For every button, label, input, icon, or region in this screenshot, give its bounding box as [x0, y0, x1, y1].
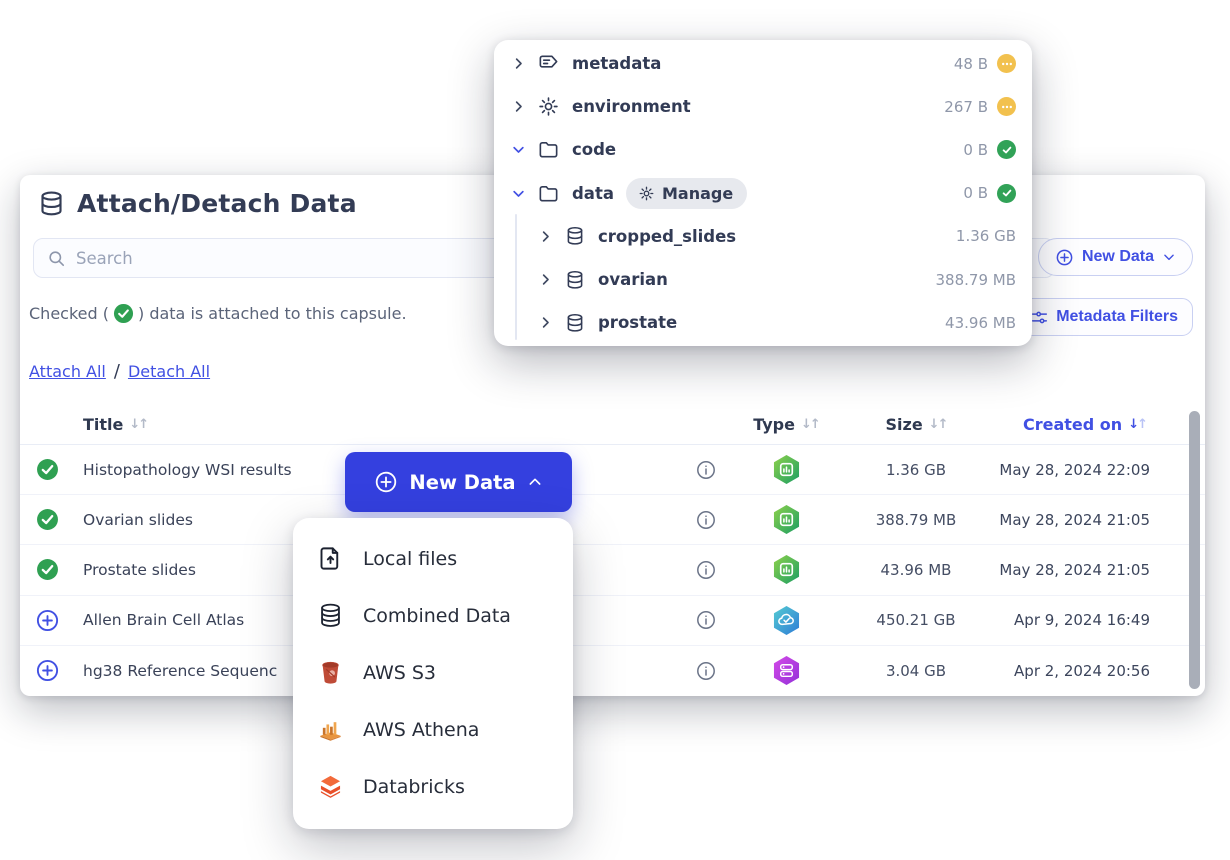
info-icon[interactable]: [696, 610, 716, 630]
new-data-menu: Local files Combined Data: [293, 518, 573, 829]
metadata-tag-icon: [537, 52, 560, 75]
attached-check-icon[interactable]: [36, 508, 59, 531]
table-row[interactable]: Histopathology WSI results 1.36 GB May 2…: [20, 445, 1205, 496]
plus-circle-icon: [1055, 248, 1074, 267]
databricks-icon: [317, 773, 344, 800]
data-type-combined-icon: [773, 655, 800, 686]
tree-item-cropped-slides[interactable]: cropped_slides 1.36 GB: [494, 215, 1032, 258]
info-icon[interactable]: [696, 510, 716, 530]
chevron-down-icon: [1162, 250, 1176, 264]
table-header-row: Title ↓↑ Type ↓↑ Size ↓↑ Created on ↓↑: [20, 405, 1205, 445]
column-header-type[interactable]: Type ↓↑: [753, 415, 821, 434]
folder-icon: [537, 182, 560, 205]
attach-plus-icon[interactable]: [36, 659, 59, 682]
chevron-up-icon: [527, 474, 543, 490]
status-synced-badge: [997, 183, 1016, 203]
chevron-down-icon[interactable]: [508, 142, 528, 157]
gear-icon: [638, 185, 655, 202]
data-type-cloud-icon: [773, 605, 800, 636]
chevron-right-icon[interactable]: [535, 272, 555, 287]
attached-check-icon[interactable]: [36, 558, 59, 581]
database-icon: [564, 312, 586, 334]
attach-plus-icon[interactable]: [36, 609, 59, 632]
check-circle-icon: [113, 303, 134, 324]
column-header-size[interactable]: Size ↓↑: [885, 415, 949, 434]
tree-item-ovarian[interactable]: ovarian 388.79 MB: [494, 258, 1032, 301]
menu-item-aws-athena[interactable]: AWS Athena: [293, 701, 573, 758]
upload-file-icon: [317, 545, 344, 572]
detach-all-link[interactable]: Detach All: [127, 362, 211, 381]
checked-info-text: Checked ( ) data is attached to this cap…: [29, 303, 407, 324]
info-icon[interactable]: [696, 560, 716, 580]
menu-item-combined-data[interactable]: Combined Data: [293, 587, 573, 644]
table-row[interactable]: Prostate slides 43.96 MB May 28, 2024 21…: [20, 545, 1205, 596]
tree-item-code[interactable]: code 0 B: [494, 128, 1032, 171]
tree-indent-guide: [515, 214, 517, 340]
attach-all-link[interactable]: Attach All: [29, 362, 106, 381]
new-data-button-expanded[interactable]: New Data: [345, 452, 572, 512]
menu-item-aws-s3[interactable]: AWS S3: [293, 644, 573, 701]
search-icon: [47, 249, 66, 268]
database-icon: [38, 190, 65, 217]
status-pending-badge: [997, 97, 1016, 117]
scrollbar-thumb[interactable]: [1189, 411, 1200, 689]
plus-circle-icon: [374, 470, 398, 494]
tree-item-prostate[interactable]: prostate 43.96 MB: [494, 301, 1032, 344]
manage-data-button[interactable]: Manage: [625, 177, 748, 209]
chevron-right-icon[interactable]: [508, 99, 528, 114]
table-scrollbar: [1189, 409, 1200, 691]
aws-s3-icon: [317, 659, 344, 686]
table-row[interactable]: Ovarian slides 388.79 MB May 28, 2024 21…: [20, 495, 1205, 546]
database-icon: [564, 225, 586, 247]
chevron-right-icon[interactable]: [508, 56, 528, 71]
info-icon[interactable]: [696, 661, 716, 681]
chevron-right-icon[interactable]: [535, 315, 555, 330]
column-header-created-on[interactable]: Created on ↓↑: [1023, 415, 1148, 434]
data-type-internal-icon: [773, 554, 800, 585]
status-synced-badge: [997, 140, 1016, 160]
table-row[interactable]: Allen Brain Cell Atlas 450.21 GB Apr 9, …: [20, 596, 1205, 646]
tree-item-metadata[interactable]: metadata 48 B: [494, 42, 1032, 85]
menu-item-local-files[interactable]: Local files: [293, 530, 573, 587]
data-type-internal-icon: [773, 504, 800, 535]
database-stack-icon: [317, 602, 344, 629]
info-icon[interactable]: [696, 460, 716, 480]
database-icon: [564, 269, 586, 291]
new-data-dropdown-button[interactable]: New Data: [1037, 238, 1193, 276]
data-type-internal-icon: [773, 454, 800, 485]
chevron-right-icon[interactable]: [535, 229, 555, 244]
page-title: Attach/Detach Data: [77, 189, 357, 218]
attached-check-icon[interactable]: [36, 458, 59, 481]
data-table: Title ↓↑ Type ↓↑ Size ↓↑ Created on ↓↑: [20, 405, 1205, 696]
table-row[interactable]: hg38 Reference Sequenc 3.04 GB Apr 2, 20…: [20, 646, 1205, 696]
filter-sliders-icon: [1031, 309, 1048, 326]
tree-item-environment[interactable]: environment 267 B: [494, 85, 1032, 128]
metadata-filters-button[interactable]: Metadata Filters: [1016, 298, 1193, 336]
menu-item-databricks[interactable]: Databricks: [293, 758, 573, 815]
tree-item-data[interactable]: data Manage 0 B: [494, 172, 1032, 215]
gear-icon: [537, 95, 560, 118]
file-tree-panel: metadata 48 B environment 267 B: [494, 40, 1032, 346]
folder-icon: [537, 138, 560, 161]
column-header-title[interactable]: Title ↓↑: [83, 415, 149, 434]
chevron-down-icon[interactable]: [508, 186, 528, 201]
bulk-actions: Attach All / Detach All: [29, 361, 211, 382]
aws-athena-icon: [317, 716, 344, 743]
status-pending-badge: [997, 54, 1016, 74]
